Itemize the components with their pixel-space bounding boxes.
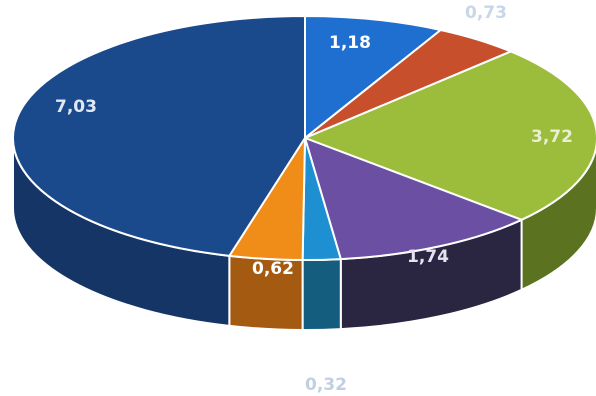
slice-label-6: 7,03 xyxy=(55,97,97,117)
pie-labels: 1,18 0,73 3,72 1,74 0,32 0,62 7,03 xyxy=(55,3,573,395)
pie-slice-2 xyxy=(304,50,596,221)
slice-label-4: 0,32 xyxy=(305,375,347,395)
slice-label-2: 3,72 xyxy=(531,127,573,147)
pie-slice-3 xyxy=(304,137,523,261)
pie-slice-6 xyxy=(12,15,306,257)
pie-side-4 xyxy=(301,258,342,331)
slice-label-3: 1,74 xyxy=(407,247,449,267)
slice-label-1: 0,73 xyxy=(465,3,507,23)
pie-top xyxy=(12,15,596,261)
slice-label-5: 0,62 xyxy=(252,259,294,279)
pie-slice-0 xyxy=(304,15,442,139)
slice-label-0: 1,18 xyxy=(329,33,371,53)
